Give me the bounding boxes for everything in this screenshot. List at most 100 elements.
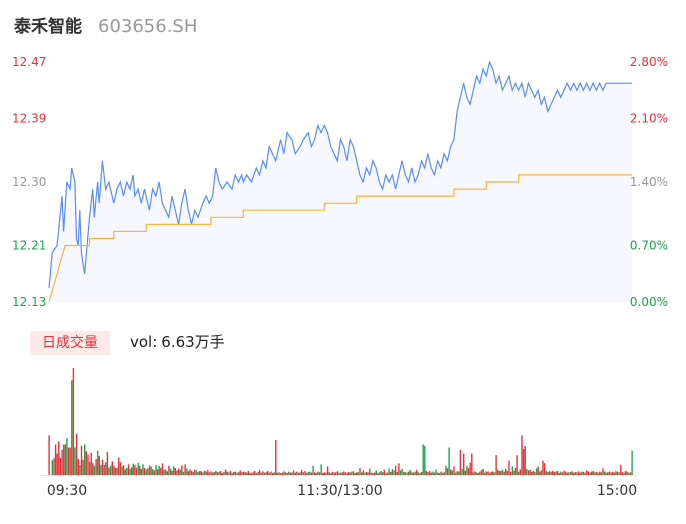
volume-bar — [113, 465, 115, 475]
volume-bar — [315, 472, 317, 475]
volume-bar — [629, 472, 632, 476]
volume-bar — [600, 472, 602, 476]
volume-bar — [518, 471, 520, 475]
volume-bar — [325, 472, 327, 475]
volume-bar — [542, 460, 544, 475]
volume-bar — [215, 471, 217, 475]
volume-bar — [168, 465, 170, 475]
volume-bar — [441, 472, 444, 475]
volume-bar — [610, 472, 612, 476]
volume-bar — [565, 471, 567, 475]
volume-bar — [497, 469, 499, 475]
volume-bar — [365, 471, 368, 475]
volume-bar — [341, 472, 343, 476]
volume-bar — [595, 471, 598, 475]
volume-bar — [210, 471, 212, 475]
volume-bar — [233, 471, 235, 475]
volume-bar — [370, 472, 373, 475]
volume-bar — [500, 471, 502, 475]
volume-bar — [276, 472, 279, 475]
volume-bar — [307, 471, 309, 475]
volume-bar — [582, 471, 585, 475]
volume-bar — [535, 468, 538, 475]
volume-bar — [553, 471, 556, 475]
volume-bar — [357, 472, 360, 476]
volume-bar — [190, 470, 193, 475]
volume-bar — [346, 472, 348, 475]
volume-bar — [579, 472, 581, 475]
volume-bar — [506, 471, 509, 475]
volume-bar — [74, 447, 76, 475]
volume-bar — [228, 472, 230, 476]
volume-bar — [335, 472, 337, 476]
volume-bar — [147, 468, 149, 475]
volume-bar — [380, 471, 382, 475]
volume-bar — [616, 471, 619, 475]
volume-bar — [505, 468, 507, 475]
volume-bar — [289, 472, 292, 475]
volume-bar — [246, 472, 248, 475]
volume-bar — [615, 471, 617, 475]
volume-bar — [443, 472, 445, 476]
volume-bar — [453, 466, 455, 475]
volume-bar — [430, 472, 432, 475]
volume-bar — [281, 472, 283, 475]
volume-bar — [54, 444, 57, 475]
volume-bar — [540, 470, 543, 475]
volume-bar — [194, 469, 196, 475]
volume-bar — [490, 471, 492, 475]
volume-bar — [469, 462, 471, 475]
volume-bar — [463, 453, 465, 475]
volume-tab[interactable]: 日成交量 — [30, 331, 110, 355]
volume-bar — [599, 471, 601, 475]
volume-bar — [482, 468, 484, 475]
volume-bar — [173, 466, 175, 475]
volume-bar — [556, 471, 559, 475]
volume-bar — [178, 468, 180, 475]
volume-bar — [301, 470, 303, 475]
volume-bar — [398, 463, 400, 475]
volume-bar — [284, 472, 287, 476]
volume-bar — [385, 472, 387, 475]
volume-bar — [145, 469, 147, 475]
volume-bar — [479, 471, 481, 475]
volume-bar — [621, 472, 624, 476]
volume-bar — [174, 468, 177, 475]
volume-bar — [108, 467, 110, 475]
volume-bar — [382, 472, 384, 476]
volume-bar — [263, 472, 266, 475]
volume-bar — [420, 471, 423, 475]
volume-bar — [569, 471, 572, 475]
volume-bar — [317, 471, 319, 475]
volume-bar — [278, 472, 280, 476]
volume-bar — [338, 472, 340, 475]
volume-bar — [514, 468, 517, 475]
volume-bar — [509, 471, 512, 475]
volume-bar — [631, 450, 633, 475]
volume-value: 6.63万手 — [161, 333, 225, 351]
volume-bar — [53, 458, 55, 475]
volume-summary: vol: 6.63万手 — [130, 332, 225, 352]
volume-bar — [367, 472, 369, 476]
volume-bar — [114, 467, 117, 475]
price-line — [48, 60, 632, 288]
volume-bar — [623, 472, 625, 475]
volume-label: vol: — [130, 333, 158, 351]
y-tick-right-0: 2.80% — [630, 55, 668, 69]
volume-bar — [566, 472, 568, 475]
volume-bar — [369, 468, 371, 475]
volume-bar — [169, 468, 172, 475]
volume-bar — [339, 472, 342, 475]
volume-bar — [433, 472, 436, 475]
y-tick-left-4: 12.13 — [12, 295, 46, 309]
volume-bar — [75, 433, 78, 476]
volume-bar — [592, 471, 594, 475]
volume-bar — [161, 463, 164, 475]
volume-bar — [202, 472, 204, 476]
volume-bar — [624, 471, 627, 475]
volume-bar — [127, 464, 130, 475]
volume-bar — [351, 471, 353, 475]
volume-bar — [618, 472, 620, 476]
volume-bar — [132, 463, 134, 475]
volume-bar — [391, 468, 394, 475]
